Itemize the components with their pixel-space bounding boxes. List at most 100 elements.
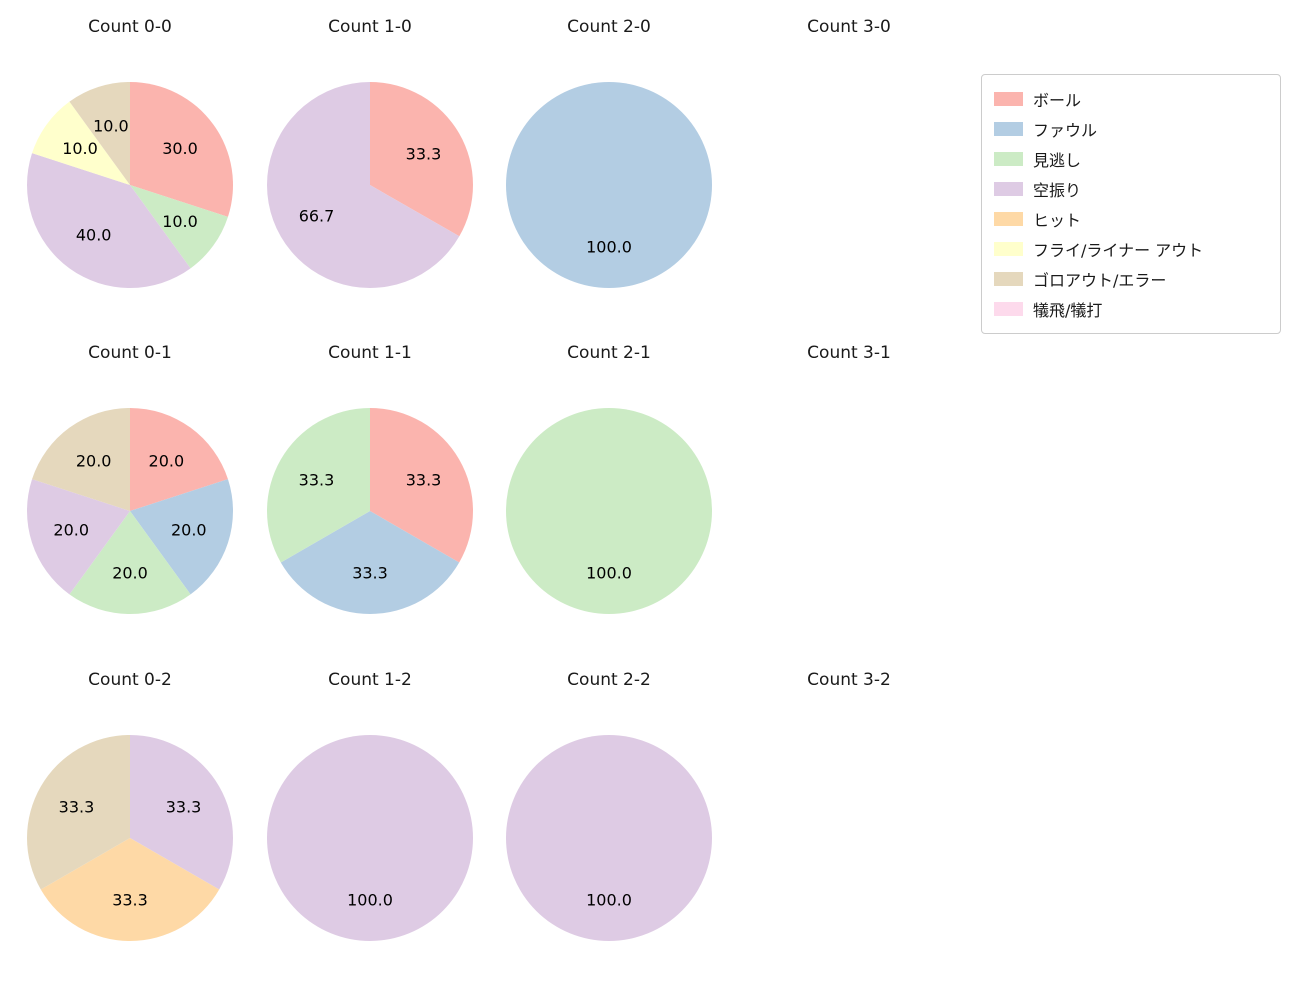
slice-percent-label: 20.0: [171, 521, 207, 540]
legend-swatch-ball: [994, 92, 1023, 106]
pie-slice: [130, 82, 234, 217]
legend-label: ヒット: [1033, 211, 1082, 230]
pie-slice: [69, 82, 130, 185]
slice-percent-label: 66.7: [299, 206, 335, 225]
legend-label: ファウル: [1033, 121, 1098, 140]
legend-swatch-fly-liner-out: [994, 242, 1023, 256]
subplot-title: Count 1-2: [328, 670, 412, 690]
subplot-title: Count 3-1: [807, 343, 891, 363]
subplot-count-0-2: Count 0-2 33.3 33.3 33.3: [10, 669, 250, 943]
pie-chart: 100.0: [506, 408, 712, 614]
pie-slice: [267, 735, 473, 941]
subplot-title: Count 0-1: [88, 343, 172, 363]
pie-slice: [26, 153, 191, 289]
pie-chart: 20.0 20.0 20.0 20.0 20.0: [26, 408, 234, 614]
pie-chart: 33.3 33.3 33.3: [27, 735, 233, 941]
subplot-count-1-1: Count 1-1 33.3 33.3 33.3: [250, 342, 490, 616]
subplot-title: Count 1-0: [328, 17, 412, 37]
legend-label: 犠飛/犠打: [1033, 301, 1103, 320]
subplot-count-2-1: Count 2-1 100.0: [489, 342, 729, 616]
subplot-count-1-2: Count 1-2 100.0: [250, 669, 490, 943]
slice-percent-label: 10.0: [162, 212, 198, 231]
pie-slice: [506, 735, 712, 941]
subplot-title: Count 2-0: [567, 17, 651, 37]
pie-slice: [40, 838, 220, 941]
slice-percent-label: 33.3: [406, 145, 442, 164]
legend-item: フライ/ライナー アウト: [990, 234, 1272, 264]
slice-percent-label: 100.0: [347, 890, 393, 909]
legend-item: 空振り: [990, 174, 1272, 204]
legend-item: ゴロアウト/エラー: [990, 264, 1272, 294]
pie-slice: [266, 82, 460, 288]
legend-item: 犠飛/犠打: [990, 294, 1272, 324]
subplot-count-3-1: Count 3-1: [729, 342, 969, 616]
pie-slice: [280, 511, 460, 614]
subplot-count-3-2: Count 3-2: [729, 669, 969, 943]
legend-label: フライ/ライナー アウト: [1033, 241, 1204, 260]
pie-chart: [744, 406, 954, 616]
subplot-title: Count 3-2: [807, 670, 891, 690]
pie-slice: [370, 82, 473, 237]
pie-slice: [130, 408, 228, 511]
slice-percent-label: 30.0: [162, 139, 198, 158]
pie-chart: 33.3 33.3 33.3: [267, 408, 473, 614]
pie-slice: [130, 735, 233, 890]
slice-percent-label: 20.0: [149, 452, 185, 471]
legend-swatch-ground-out-error: [994, 272, 1023, 286]
pie-chart: 100.0: [506, 735, 712, 941]
pie-chart: 100.0: [506, 82, 712, 288]
slice-percent-label: 10.0: [93, 117, 129, 136]
subplot-count-2-2: Count 2-2 100.0: [489, 669, 729, 943]
pie-chart: [744, 733, 954, 943]
subplot-count-0-0: Count 0-0 30.0 10.0 40.0 10.0 10.0: [10, 16, 250, 290]
slice-percent-label: 33.3: [59, 798, 95, 817]
legend-label: 空振り: [1033, 181, 1082, 200]
pie-slice: [69, 511, 191, 614]
pie-slice: [32, 101, 130, 185]
subplot-title: Count 2-2: [567, 670, 651, 690]
slice-percent-label: 33.3: [166, 798, 202, 817]
slice-percent-label: 33.3: [352, 563, 388, 582]
pie-chart: 100.0: [267, 735, 473, 941]
slice-percent-label: 20.0: [112, 563, 148, 582]
subplot-title: Count 2-1: [567, 343, 651, 363]
slice-percent-label: 20.0: [76, 452, 112, 471]
pie-chart: 30.0 10.0 40.0 10.0 10.0: [26, 82, 234, 289]
legend-swatch-foul: [994, 122, 1023, 136]
pie-slice: [26, 479, 130, 595]
subplot-count-2-0: Count 2-0 100.0: [489, 16, 729, 290]
pie-slice: [267, 408, 370, 563]
pie-slice: [130, 479, 234, 595]
slice-percent-label: 33.3: [112, 890, 148, 909]
pie-slice: [32, 408, 130, 511]
slice-percent-label: 33.3: [406, 471, 442, 490]
slice-percent-label: 33.3: [299, 471, 335, 490]
subplot-count-3-0: Count 3-0: [729, 16, 969, 290]
pie-slice: [27, 735, 130, 890]
pie-chart: 33.3 66.7: [266, 82, 473, 288]
pie-slice: [506, 408, 712, 614]
subplot-title: Count 1-1: [328, 343, 412, 363]
subplot-count-1-0: Count 1-0 33.3 66.7: [250, 16, 490, 290]
slice-percent-label: 20.0: [53, 521, 89, 540]
legend-label: ゴロアウト/エラー: [1033, 271, 1167, 290]
legend-label: 見逃し: [1033, 151, 1082, 170]
subplot-count-0-1: Count 0-1 20.0 20.0 20.0 20.0 20.0: [10, 342, 250, 616]
legend-label: ボール: [1033, 91, 1082, 110]
slice-percent-label: 100.0: [586, 890, 632, 909]
slice-percent-label: 40.0: [76, 226, 112, 245]
legend-swatch-called: [994, 152, 1023, 166]
legend-item: ヒット: [990, 204, 1272, 234]
legend: ボール ファウル 見逃し 空振り ヒット フライ/ライナー アウト ゴロアウト/…: [981, 74, 1281, 334]
subplot-title: Count 3-0: [807, 17, 891, 37]
slice-percent-label: 100.0: [586, 563, 632, 582]
pie-slice: [370, 408, 473, 563]
slice-percent-label: 10.0: [62, 139, 98, 158]
pie-slice: [506, 82, 712, 288]
legend-swatch-sacrifice: [994, 302, 1023, 316]
legend-swatch-swing-miss: [994, 182, 1023, 196]
legend-swatch-hit: [994, 212, 1023, 226]
legend-item: ファウル: [990, 114, 1272, 144]
pie-chart: [744, 80, 954, 290]
